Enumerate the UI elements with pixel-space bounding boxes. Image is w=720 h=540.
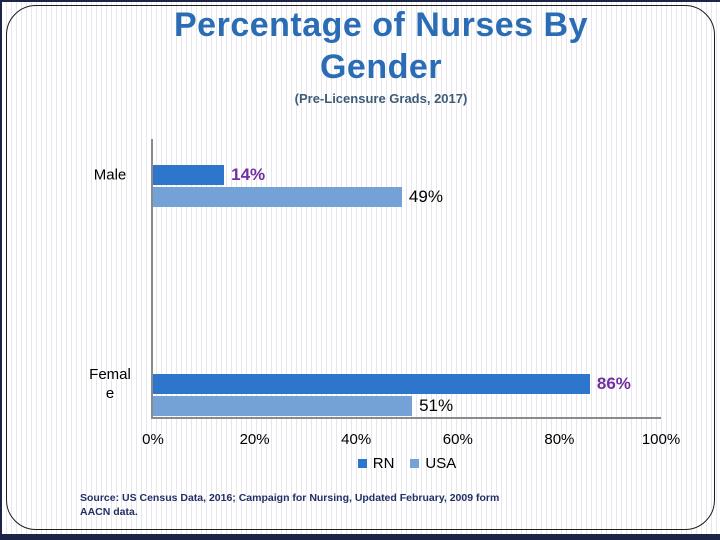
x-tick-100: 100% bbox=[641, 431, 681, 448]
bar-rn-male bbox=[153, 165, 225, 185]
legend-item-rn: RN bbox=[357, 455, 395, 472]
bar-group-male: Male 14% 49% bbox=[94, 165, 661, 209]
slide-title-line1: Percentage of Nurses By bbox=[174, 6, 588, 44]
bar-row-usa-female: 51% bbox=[153, 396, 661, 416]
bar-row-rn-male: 14% bbox=[153, 165, 661, 185]
bar-row-usa-male: 49% bbox=[153, 187, 661, 207]
slide-title-line2: Gender bbox=[319, 48, 443, 86]
legend-item-usa: USA bbox=[410, 455, 456, 472]
bar-row-rn-female: 86% bbox=[153, 374, 661, 394]
bar-chart: Male 14% 49% Female 86% 51% 0% 20% 40% 60% 80% 100… bbox=[89, 139, 680, 472]
slide-subtitle: (Pre-Licensure Grads, 2017) bbox=[294, 91, 468, 106]
category-label-male: Male bbox=[93, 166, 127, 184]
legend-swatch-icon bbox=[410, 459, 420, 468]
legend-label-usa: USA bbox=[425, 455, 457, 472]
x-tick-0: 0% bbox=[142, 431, 164, 448]
data-label-usa-female: 51% bbox=[419, 396, 454, 415]
source-line2: AACN data. bbox=[80, 506, 138, 518]
legend-swatch-icon bbox=[357, 459, 367, 468]
data-label-usa-male: 49% bbox=[408, 187, 443, 206]
x-tick-80: 80% bbox=[544, 431, 575, 448]
source-line1: Source: US Census Data, 2016; Campaign f… bbox=[80, 492, 500, 504]
bar-usa-male bbox=[153, 187, 402, 207]
data-label-rn-female: 86% bbox=[596, 374, 631, 393]
title-block: Percentage of Nurses By Gender (Pre-Lice… bbox=[62, 4, 700, 106]
x-axis-ticks: 0% 20% 40% 60% 80% 100% bbox=[142, 431, 680, 449]
bar-group-female: Female 86% 51% bbox=[89, 366, 661, 418]
legend-label-rn: RN bbox=[372, 455, 395, 472]
x-tick-40: 40% bbox=[341, 431, 372, 448]
bar-usa-female bbox=[153, 396, 413, 416]
category-label-female: Female bbox=[89, 366, 131, 402]
source-note: Source: US Census Data, 2016; Campaign f… bbox=[80, 491, 499, 519]
bar-rn-female bbox=[153, 374, 590, 394]
x-tick-20: 20% bbox=[239, 431, 270, 448]
x-tick-60: 60% bbox=[442, 431, 473, 448]
data-label-rn-male: 14% bbox=[231, 165, 266, 184]
chart-legend: RN USA bbox=[153, 455, 661, 472]
